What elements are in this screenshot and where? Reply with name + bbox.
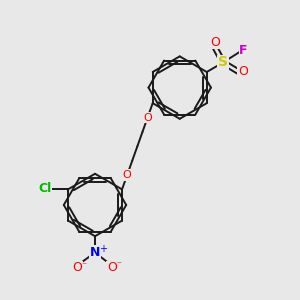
Text: O: O: [123, 170, 131, 180]
Text: O: O: [143, 112, 152, 123]
Text: O: O: [238, 65, 248, 78]
Text: F: F: [239, 44, 248, 57]
Text: S: S: [218, 56, 228, 70]
Text: O: O: [210, 36, 220, 49]
Text: Cl: Cl: [38, 182, 52, 195]
Text: ⁻: ⁻: [81, 261, 86, 271]
Text: O: O: [107, 262, 117, 275]
Text: N: N: [90, 246, 100, 259]
Text: O: O: [72, 262, 82, 275]
Text: +: +: [99, 244, 107, 254]
Text: ⁻: ⁻: [116, 261, 122, 271]
